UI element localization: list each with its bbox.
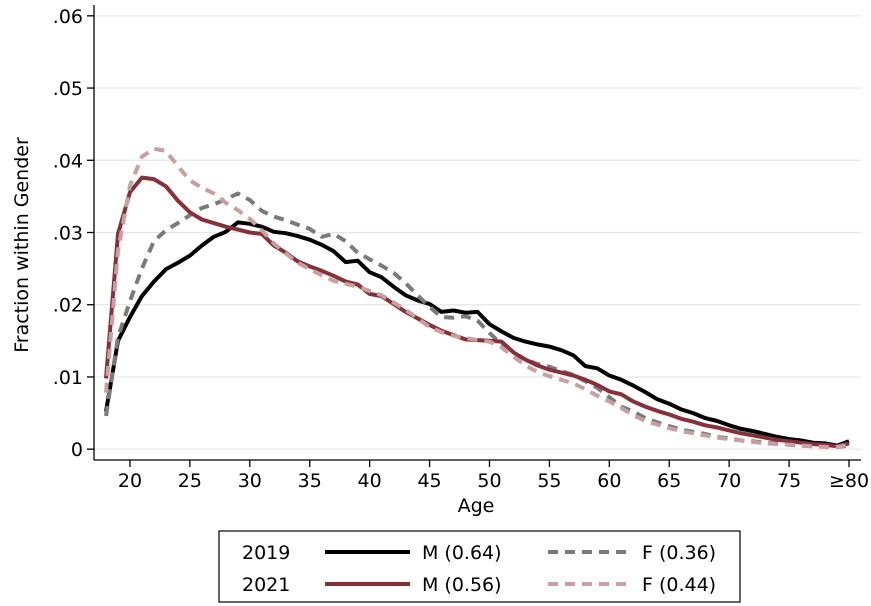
series-line-3 bbox=[104, 146, 850, 449]
y-tick-label: .06 bbox=[53, 6, 83, 28]
x-tick-label: ≥80 bbox=[829, 470, 869, 492]
legend-label-m-2019: M (0.64) bbox=[422, 542, 502, 564]
y-tick-label: .05 bbox=[53, 78, 83, 100]
x-tick-label: 65 bbox=[657, 470, 681, 492]
x-tick-label: 35 bbox=[298, 470, 322, 492]
y-axis-label: Fraction within Gender bbox=[11, 137, 33, 353]
series-line-0 bbox=[104, 220, 850, 448]
legend-label-f-2021: F (0.44) bbox=[642, 574, 716, 596]
x-tick-label: 60 bbox=[597, 470, 621, 492]
series-line-2 bbox=[104, 175, 850, 449]
x-tick-label: 25 bbox=[178, 470, 202, 492]
gridlines bbox=[94, 15, 861, 450]
legend-year-2021: 2021 bbox=[242, 574, 290, 596]
legend-box bbox=[218, 530, 741, 603]
x-tick-label: 30 bbox=[238, 470, 262, 492]
x-tick-label: 55 bbox=[537, 470, 561, 492]
x-tick-label: 70 bbox=[717, 470, 741, 492]
y-tick-label: .01 bbox=[53, 367, 83, 389]
x-tick-label: 45 bbox=[417, 470, 441, 492]
legend-year-2019: 2019 bbox=[242, 542, 290, 564]
series-line-1 bbox=[104, 191, 850, 449]
x-tick-label: 40 bbox=[358, 470, 382, 492]
y-tick-label: 0 bbox=[71, 439, 83, 461]
legend: 2019 M (0.64) F (0.36) 2021 M (0.56) F (… bbox=[218, 530, 741, 603]
x-tick-label: 50 bbox=[477, 470, 501, 492]
x-tick-label: 75 bbox=[777, 470, 801, 492]
x-axis-ticks: 20 25 30 35 40 45 50 55 60 65 70 75 ≥80 bbox=[118, 460, 869, 492]
legend-label-f-2019: F (0.36) bbox=[642, 542, 716, 564]
y-tick-label: .03 bbox=[53, 223, 83, 245]
y-axis-ticks: 0 .01 .02 .03 .04 .05 .06 bbox=[53, 6, 94, 461]
y-tick-label: .04 bbox=[53, 150, 83, 172]
x-axis-label: Age bbox=[458, 495, 495, 517]
y-tick-label: .02 bbox=[53, 295, 83, 317]
series-lines bbox=[104, 146, 850, 449]
legend-label-m-2021: M (0.56) bbox=[422, 574, 502, 596]
x-tick-label: 20 bbox=[118, 470, 142, 492]
